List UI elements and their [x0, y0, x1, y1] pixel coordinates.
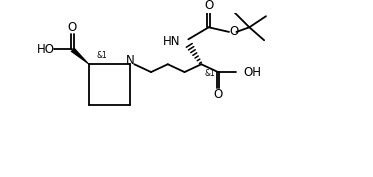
- Text: O: O: [204, 0, 213, 12]
- Text: O: O: [68, 21, 77, 34]
- Text: &1: &1: [204, 69, 215, 78]
- Text: O: O: [213, 88, 223, 101]
- Text: OH: OH: [243, 65, 261, 79]
- Text: HO: HO: [37, 43, 54, 56]
- Text: N: N: [126, 54, 135, 67]
- Text: O: O: [229, 25, 238, 38]
- Polygon shape: [70, 47, 89, 65]
- Text: &1: &1: [96, 51, 107, 60]
- Text: HN: HN: [163, 35, 180, 48]
